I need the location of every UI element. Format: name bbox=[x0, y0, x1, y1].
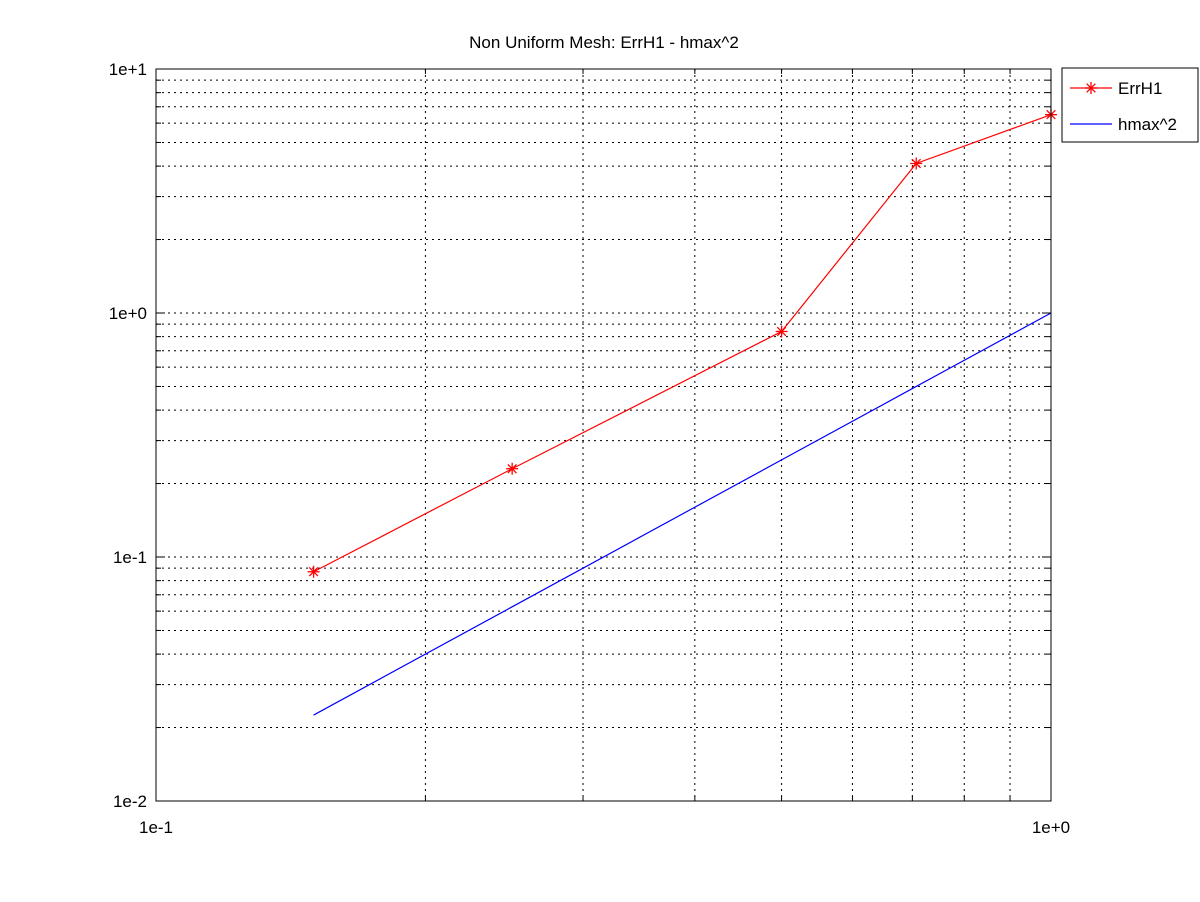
grid bbox=[156, 69, 1051, 801]
x-tick-label: 1e+0 bbox=[1032, 818, 1070, 837]
data-point-errh1 bbox=[775, 325, 788, 338]
legend-marker-errh1 bbox=[1085, 82, 1097, 94]
data-point-errh1 bbox=[910, 157, 923, 170]
legend: ErrH1 hmax^2 bbox=[1061, 67, 1199, 143]
chart-title: Non Uniform Mesh: ErrH1 - hmax^2 bbox=[469, 33, 739, 52]
series-layer bbox=[307, 108, 1057, 716]
data-point-errh1 bbox=[506, 462, 519, 475]
y-tick-label: 1e+1 bbox=[109, 60, 147, 79]
y-tick-label: 1e-1 bbox=[113, 548, 147, 567]
y-tick-label: 1e-2 bbox=[113, 792, 147, 811]
x-tick-label: 1e-1 bbox=[139, 818, 173, 837]
data-point-errh1 bbox=[307, 565, 320, 578]
legend-box bbox=[1061, 67, 1199, 143]
legend-label-hmax-2: hmax^2 bbox=[1118, 115, 1177, 134]
legend-label-errh1: ErrH1 bbox=[1118, 79, 1162, 98]
series-line-hmax-2 bbox=[313, 312, 1052, 716]
plot-frame bbox=[155, 68, 1052, 802]
ticks: 1e-1 1e+0 1e-2 1e-1 1e+0 1e+1 bbox=[109, 60, 1070, 837]
y-tick-label: 1e+0 bbox=[109, 304, 147, 323]
